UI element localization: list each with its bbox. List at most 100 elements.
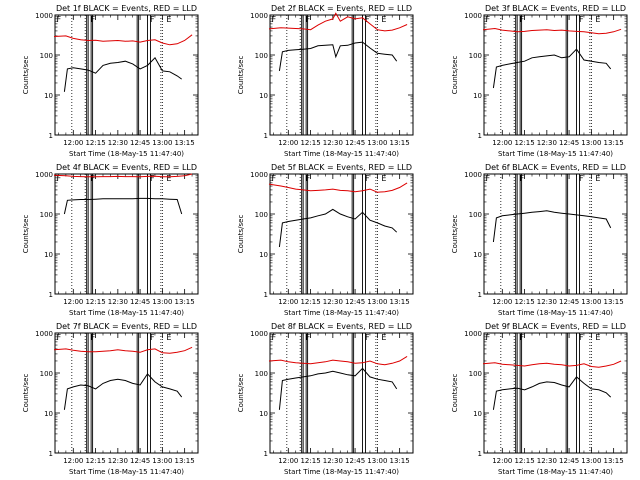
events-series-line (63, 197, 183, 215)
panel-title: Det 2f BLACK = Events, RED = LLD (271, 4, 412, 13)
y-axis-label: Counts/sec (451, 56, 459, 95)
y-tick-label: 100 (40, 370, 53, 378)
detector-panel-3: Det 3f BLACK = Events, RED = LLD Counts/s… (451, 4, 628, 158)
y-tick-label: 1000 (464, 171, 482, 179)
x-tick-label: 12:30 (108, 457, 128, 465)
plot-frame (483, 173, 628, 295)
x-axis-label: Start Time (18-May-15 11:47:40) (284, 309, 399, 317)
y-tick-label: 10 (473, 410, 482, 418)
x-axis-label: Start Time (18-May-15 11:47:40) (498, 468, 613, 476)
x-axis-label: Start Time (18-May-15 11:47:40) (69, 150, 184, 158)
events-series-line (278, 208, 398, 248)
x-tick-label: 12:00 (63, 457, 83, 465)
region-label: F (271, 15, 276, 24)
y-tick-label: 1 (49, 132, 53, 140)
plot-frame (54, 173, 199, 295)
x-tick-label: 13:00 (581, 457, 601, 465)
plot-frame (483, 14, 628, 136)
x-tick-label: 12:45 (130, 457, 150, 465)
region-label: E (595, 174, 600, 183)
x-tick-label: 12:15 (85, 457, 105, 465)
x-tick-label: 12:00 (492, 139, 512, 147)
lld-series-line (53, 346, 193, 354)
y-tick-label: 10 (473, 251, 482, 259)
lld-series-line (53, 173, 193, 178)
region-label: E (166, 174, 171, 183)
x-axis-label: Start Time (18-May-15 11:47:40) (69, 468, 184, 476)
x-axis-label: Start Time (18-May-15 11:47:40) (498, 150, 613, 158)
panel-title: Det 9f BLACK = Events, RED = LLD (485, 322, 626, 331)
x-tick-label: 13:15 (604, 457, 624, 465)
region-label: F (520, 174, 525, 183)
region-label: F (485, 174, 490, 183)
region-label: F (520, 333, 525, 342)
y-tick-label: 100 (255, 52, 268, 60)
x-tick-label: 12:15 (514, 457, 534, 465)
y-tick-label: 100 (469, 52, 482, 60)
detector-panel-2: Det 2f BLACK = Events, RED = LLD Counts/s… (237, 4, 414, 158)
region-label: F (485, 15, 490, 24)
region-label: F (271, 174, 276, 183)
events-series-line (278, 41, 398, 71)
detector-panel-7: Det 7f BLACK = Events, RED = LLD Counts/s… (22, 322, 199, 476)
x-tick-label: 12:00 (278, 139, 298, 147)
x-tick-label: 12:00 (63, 298, 83, 306)
panel-title: Det 1f BLACK = Events, RED = LLD (56, 4, 197, 13)
plot-frame (269, 173, 414, 295)
detector-panel-9: Det 9f BLACK = Events, RED = LLD Counts/s… (451, 322, 628, 476)
region-label: F (365, 15, 370, 24)
y-tick-label: 1000 (464, 12, 482, 20)
region-label: F (91, 15, 96, 24)
x-tick-label: 13:15 (175, 457, 195, 465)
y-tick-label: 1000 (250, 12, 268, 20)
region-label: F (306, 15, 311, 24)
detector-panel-8: Det 8f BLACK = Events, RED = LLD Counts/s… (237, 322, 414, 476)
region-label: F (56, 174, 61, 183)
region-label: F (91, 174, 96, 183)
x-tick-label: 12:30 (323, 298, 343, 306)
panel-title: Det 7f BLACK = Events, RED = LLD (56, 322, 197, 331)
x-tick-label: 13:00 (367, 457, 387, 465)
y-tick-label: 1 (264, 291, 268, 299)
x-tick-label: 12:30 (537, 298, 557, 306)
region-label: E (381, 333, 386, 342)
region-label: F (579, 174, 584, 183)
region-label: E (595, 333, 600, 342)
x-tick-label: 12:30 (537, 457, 557, 465)
detector-panel-5: Det 5f BLACK = Events, RED = LLD Counts/s… (237, 163, 414, 317)
y-axis-label: Counts/sec (451, 215, 459, 254)
region-label: F (150, 15, 155, 24)
x-tick-label: 12:30 (537, 139, 557, 147)
y-tick-label: 1 (478, 450, 482, 458)
x-tick-label: 13:15 (604, 298, 624, 306)
x-tick-label: 12:45 (130, 139, 150, 147)
x-tick-label: 13:00 (152, 139, 172, 147)
x-tick-label: 12:15 (300, 139, 320, 147)
y-tick-label: 100 (40, 211, 53, 219)
x-tick-label: 13:00 (152, 298, 172, 306)
events-series-line (492, 48, 612, 89)
x-tick-label: 13:00 (367, 298, 387, 306)
x-axis-label: Start Time (18-May-15 11:47:40) (498, 309, 613, 317)
x-tick-label: 12:45 (559, 457, 579, 465)
plot-frame (54, 332, 199, 454)
y-axis-label: Counts/sec (22, 56, 30, 95)
region-label: F (365, 174, 370, 183)
x-tick-label: 12:15 (85, 298, 105, 306)
x-tick-label: 13:00 (152, 457, 172, 465)
x-tick-label: 13:00 (581, 139, 601, 147)
y-tick-label: 10 (44, 410, 53, 418)
y-tick-label: 1 (49, 450, 53, 458)
y-tick-label: 1000 (35, 12, 53, 20)
x-tick-label: 13:15 (604, 139, 624, 147)
region-label: F (306, 174, 311, 183)
x-tick-label: 12:30 (108, 298, 128, 306)
y-tick-label: 10 (259, 92, 268, 100)
y-tick-label: 1000 (35, 330, 53, 338)
y-axis-label: Counts/sec (237, 374, 245, 413)
plot-frame (269, 332, 414, 454)
lld-series-line (482, 360, 622, 368)
x-axis-label: Start Time (18-May-15 11:47:40) (284, 468, 399, 476)
region-label: E (381, 15, 386, 24)
lld-series-line (268, 182, 408, 193)
